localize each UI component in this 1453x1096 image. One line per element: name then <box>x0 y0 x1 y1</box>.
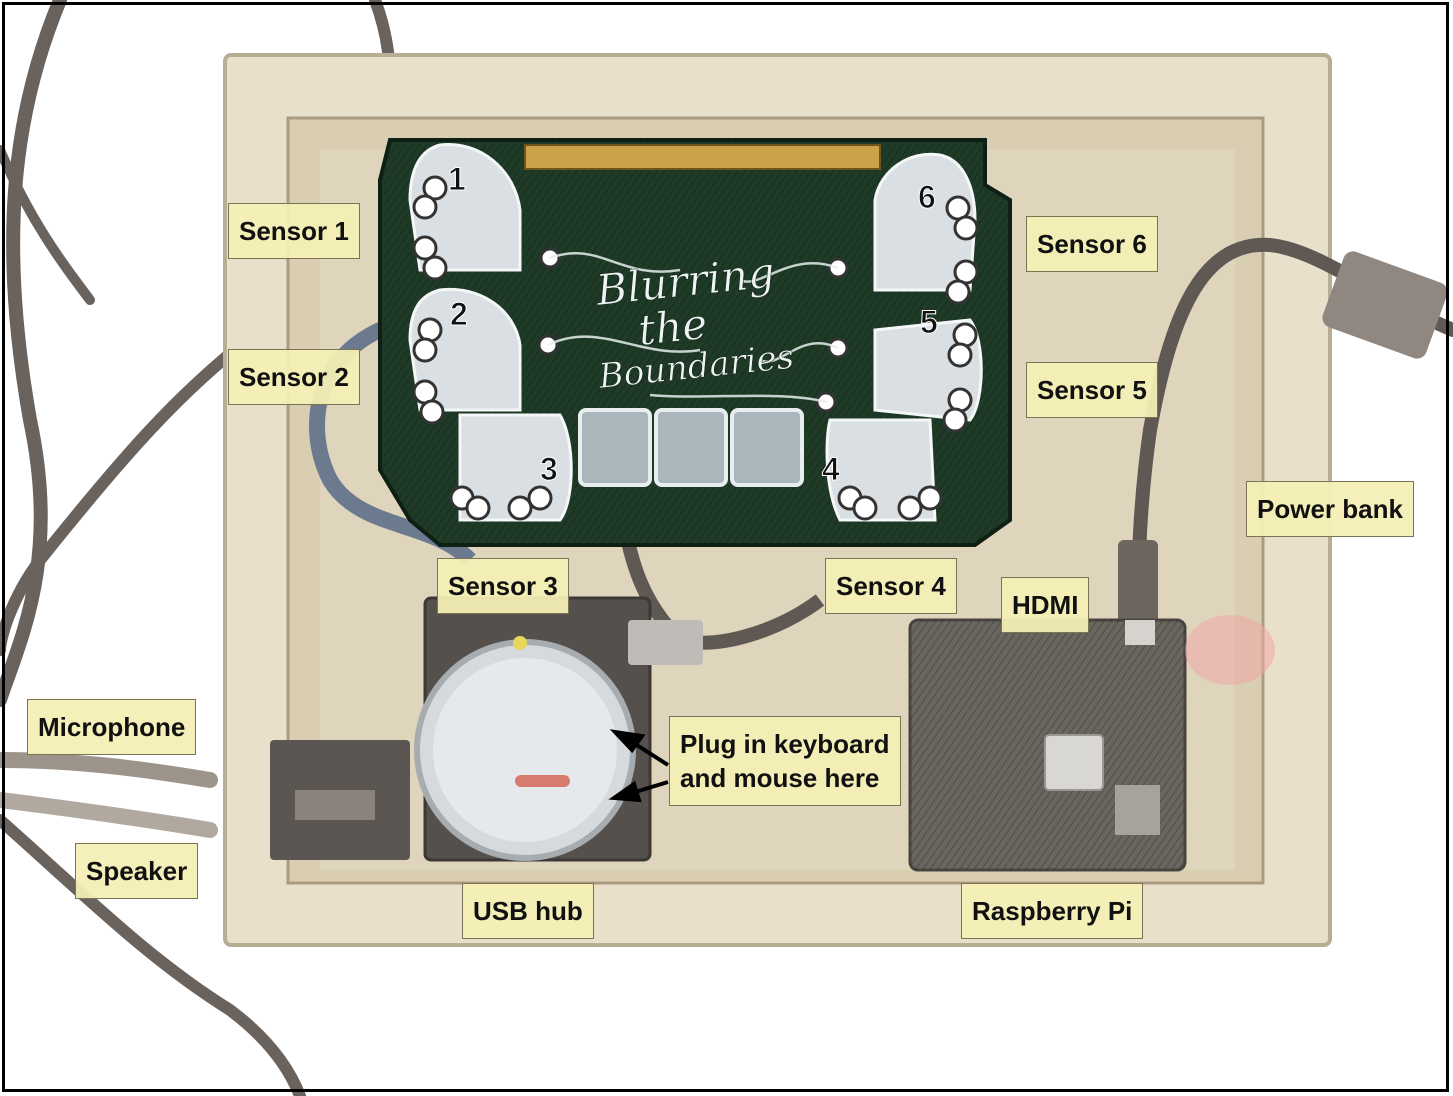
label-raspberry-pi: Raspberry Pi <box>961 883 1144 939</box>
label-hdmi: HDMI <box>1001 577 1090 633</box>
pcb-board: 1 2 3 4 5 6 Blurring the Boundaries <box>378 138 1012 547</box>
led-button-1 <box>578 408 652 487</box>
sensor-module-2 <box>408 287 522 412</box>
label-keyboard-line2: and mouse here <box>680 763 880 793</box>
sensor-number-5: 5 <box>920 304 938 340</box>
sensor-number-3: 3 <box>540 451 558 487</box>
led-button-3 <box>730 408 804 487</box>
label-sensor-1: Sensor 1 <box>228 203 360 259</box>
sensor-number-4: 4 <box>822 451 840 487</box>
usb-hub <box>270 596 703 862</box>
power-cable <box>1118 237 1453 630</box>
label-speaker: Speaker <box>75 843 199 899</box>
label-usb-hub: USB hub <box>462 883 594 939</box>
led-button-2 <box>654 408 728 487</box>
header-pins <box>524 144 881 170</box>
label-sensor-5: Sensor 5 <box>1026 362 1158 418</box>
label-sensor-4: Sensor 4 <box>825 558 957 614</box>
sensor-number-2: 2 <box>450 296 468 332</box>
raspberry-pi <box>908 615 1275 872</box>
sensor-number-6: 6 <box>918 179 936 215</box>
board-text-line2: the <box>636 299 710 355</box>
label-power-bank: Power bank <box>1246 481 1414 537</box>
label-microphone: Microphone <box>27 699 197 755</box>
sensor-module-6 <box>873 152 977 292</box>
sensor-number-1: 1 <box>448 161 466 197</box>
label-sensor-2: Sensor 2 <box>228 349 360 405</box>
keyboard-arrows <box>608 729 670 803</box>
label-keyboard-mouse: Plug in keyboard and mouse here <box>669 716 901 806</box>
label-keyboard-line1: Plug in keyboard <box>680 729 890 759</box>
pcb-traces <box>547 252 839 404</box>
solder-pads <box>412 175 979 521</box>
label-sensor-6: Sensor 6 <box>1026 216 1158 272</box>
label-sensor-3: Sensor 3 <box>437 558 569 614</box>
